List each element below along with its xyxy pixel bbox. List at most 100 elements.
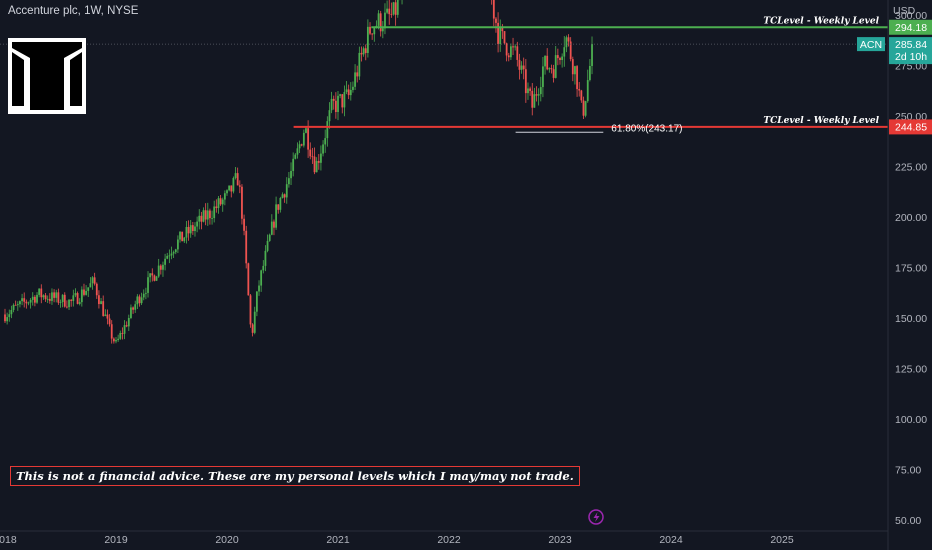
symbol-badge-bg — [857, 37, 885, 52]
candle — [366, 19, 369, 58]
candle-body — [324, 138, 327, 145]
candle — [147, 271, 149, 298]
candle — [294, 153, 297, 160]
x-tick-label: 2018 — [0, 534, 17, 546]
candle-body — [518, 59, 521, 70]
candle-body — [119, 332, 122, 339]
candle — [140, 292, 143, 306]
candle — [247, 262, 250, 296]
candle — [495, 17, 497, 33]
candle-body — [260, 270, 263, 286]
candle-body — [110, 324, 113, 339]
candle-body — [495, 18, 497, 23]
candle — [535, 86, 538, 102]
candle-body — [364, 48, 367, 53]
candle-body — [217, 198, 220, 209]
candle-body — [72, 295, 75, 301]
candle-body — [44, 295, 47, 300]
candle-body — [74, 293, 77, 296]
candle — [381, 21, 384, 39]
candle-body — [264, 250, 267, 266]
resistance-price-tag-bg — [889, 19, 932, 35]
candle — [149, 273, 152, 283]
candle — [236, 167, 239, 186]
candle — [189, 220, 192, 238]
candle-body — [170, 253, 173, 256]
candle-body — [12, 304, 15, 310]
candle — [313, 147, 316, 175]
candle — [343, 85, 346, 117]
candle — [255, 291, 258, 317]
candle-body — [134, 304, 137, 310]
candle — [70, 298, 73, 307]
candle-body — [55, 292, 58, 298]
flash-icon[interactable] — [588, 509, 604, 525]
candle-body — [191, 225, 194, 232]
candle-body — [559, 58, 561, 61]
candle-body — [89, 283, 92, 288]
candle — [279, 196, 282, 213]
candle — [556, 48, 559, 66]
candle — [537, 88, 540, 106]
y-tick-label: 300.00 — [895, 10, 927, 22]
candle-body — [571, 59, 574, 75]
candle-body — [281, 194, 284, 199]
candle-body — [66, 306, 68, 308]
candle-body — [157, 265, 160, 277]
candle — [40, 284, 43, 304]
candle-body — [322, 144, 324, 154]
candle-body — [61, 294, 64, 303]
y-tick-label: 225.00 — [895, 162, 927, 174]
candle — [588, 59, 591, 82]
candle-body — [6, 317, 9, 322]
candle-body — [563, 47, 566, 57]
candle-body — [142, 293, 145, 298]
candle-body — [302, 132, 305, 146]
candle-body — [27, 302, 30, 304]
candle-body — [307, 128, 310, 150]
candle — [181, 231, 184, 242]
candle-body — [315, 161, 318, 173]
candle — [345, 80, 348, 95]
y-tick-label: 50.00 — [895, 515, 921, 527]
candle-body — [505, 43, 508, 56]
candle-body — [189, 225, 192, 234]
candle — [497, 12, 499, 53]
candle — [245, 225, 248, 269]
candle-body — [292, 158, 295, 171]
candle — [42, 294, 45, 300]
last-price-countdown: 2d 10h — [895, 51, 927, 63]
candle — [78, 298, 81, 306]
candle — [123, 320, 126, 340]
y-tick-label: 200.00 — [895, 212, 927, 224]
candle — [4, 308, 6, 323]
candle-body — [243, 218, 245, 231]
candle-body — [501, 27, 504, 32]
candle — [591, 36, 593, 75]
candle — [339, 93, 342, 99]
candle-body — [102, 301, 105, 316]
candle-body — [565, 37, 568, 48]
candle — [364, 44, 367, 61]
candle — [296, 142, 299, 159]
candle — [561, 53, 564, 68]
candle — [185, 221, 188, 244]
candle-body — [138, 296, 141, 304]
candle — [61, 294, 64, 308]
candle-body — [251, 324, 254, 333]
candle — [55, 289, 58, 303]
candle — [59, 299, 62, 308]
candle — [134, 300, 137, 313]
last-price-tag-bg — [889, 37, 932, 65]
candle-body — [10, 309, 13, 315]
candle-body — [155, 276, 158, 281]
candle — [234, 167, 237, 180]
x-tick-label: 2025 — [770, 534, 794, 546]
candle — [241, 184, 243, 225]
last-price-value: 285.84 — [895, 39, 927, 51]
candle — [262, 260, 265, 274]
candle — [396, 0, 399, 18]
candle-body — [554, 55, 557, 78]
levels-group: TCLevel - Weekly Level TCLevel - Weekly L… — [293, 16, 888, 128]
